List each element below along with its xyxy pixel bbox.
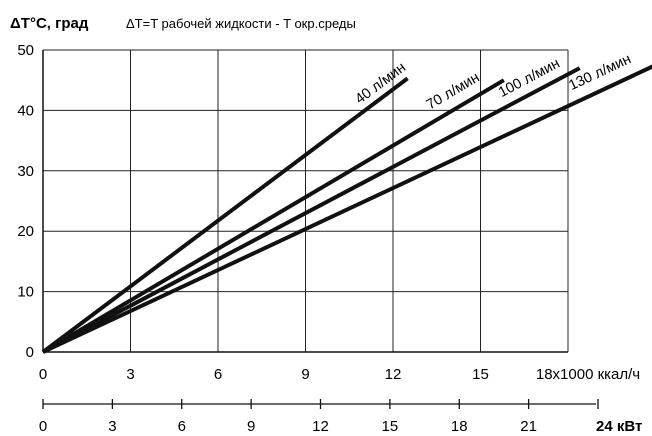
x-axis-ticks: 0 3 6 9 12 15 18x1000 ккал/ч	[39, 366, 640, 383]
x2-tick-label: 3	[108, 418, 116, 435]
series-line	[41, 76, 409, 354]
y-axis-label: ΔT°C, град	[10, 15, 89, 32]
x2-unit-label: 24 кВт	[596, 418, 642, 435]
y-tick-label: 10	[17, 284, 34, 301]
secondary-kw-axis: 0 3 6 9 12 15 18 21	[39, 399, 599, 435]
x2-tick-label: 9	[247, 418, 255, 435]
x2-tick-label: 6	[178, 418, 186, 435]
series-line	[42, 66, 581, 354]
chart-subtitle: ΔT=T рабочей жидкости - T окр.среды	[126, 16, 356, 31]
series-line	[41, 78, 505, 354]
x2-tick-label: 18	[451, 418, 468, 435]
grid	[42, 49, 569, 353]
x-tick-label: 9	[301, 366, 309, 383]
x-tick-label: 12	[385, 366, 402, 383]
series-label: 130 л/мин	[566, 51, 633, 94]
x-tick-label: 18x1000 ккал/ч	[536, 366, 640, 383]
series-group	[41, 64, 652, 354]
x2-tick-label: 15	[382, 418, 399, 435]
series-label: 70 л/мин	[424, 70, 483, 114]
x-tick-label: 3	[126, 366, 134, 383]
x2-tick-label: 12	[312, 418, 329, 435]
series-line	[42, 64, 652, 354]
x2-tick-label: 21	[520, 418, 537, 435]
x-tick-label: 6	[214, 366, 222, 383]
x-tick-label: 15	[472, 366, 489, 383]
y-axis-ticks: 0 10 20 30 40 50	[17, 42, 34, 361]
x2-tick-label: 0	[39, 418, 47, 435]
y-tick-label: 40	[17, 102, 34, 119]
y-tick-label: 20	[17, 223, 34, 240]
x-tick-label: 0	[39, 366, 47, 383]
y-tick-label: 50	[17, 42, 34, 59]
y-tick-label: 30	[17, 163, 34, 180]
series-labels: 40 л/мин 70 л/мин 100 л/мин 130 л/мин	[352, 51, 633, 113]
y-tick-label: 0	[26, 344, 34, 361]
